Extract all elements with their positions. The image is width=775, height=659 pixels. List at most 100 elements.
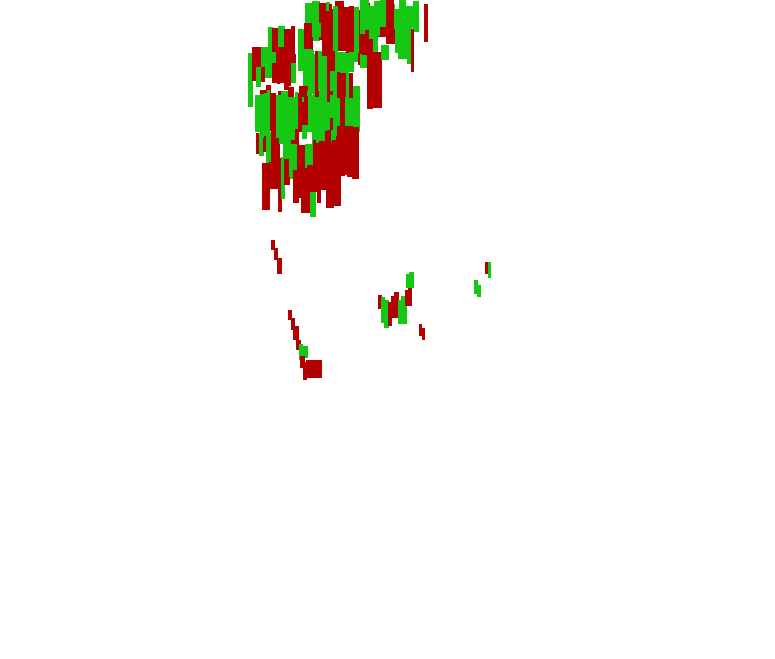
bar-segment [330,95,333,118]
bar-segment [298,29,305,71]
bar-segment [272,28,279,54]
bar-segment [313,165,317,192]
bar-segment [407,27,412,64]
bar-segment [316,98,322,121]
bar-segment [304,23,313,56]
bar-segment [299,344,303,360]
bar-segment [485,262,488,274]
bar-segment [302,346,308,358]
bar-segment [326,162,334,208]
bar-segment [319,141,326,173]
bar-segment [316,143,319,180]
bar-segment [372,52,382,108]
bar-segment [365,0,369,30]
bar-segment [272,63,277,83]
bar-segment [252,47,262,67]
bar-segment [266,132,272,175]
bar-segment [384,300,389,328]
bar-segment [270,93,276,131]
bar-segment [267,90,270,135]
bar-segment [312,1,320,41]
bar-segment [284,159,290,185]
bar-segment [280,65,285,83]
bar-segment [346,51,354,72]
bar-segment [295,92,298,129]
bar-segment [409,272,414,288]
bar-segment [277,66,280,84]
bar-segment [288,97,295,140]
bar-segment [333,164,341,206]
bar-segment [354,7,359,53]
bar-segment [340,73,346,97]
bar-segment [394,292,399,318]
bar-segment [271,240,275,250]
bar-segment [317,161,327,190]
bar-segment [255,95,261,132]
bar-segment [256,133,260,154]
bar-segment [318,51,328,91]
bar-segment [281,91,288,133]
bar-segment [360,0,365,34]
bar-segment [386,29,396,44]
bar-segment [399,0,406,33]
bar-segment [381,297,385,323]
bar-segment [477,285,481,297]
bar-segment [263,129,267,152]
bar-segment [278,26,285,67]
bar-segment [322,99,325,121]
bar-segment [278,158,282,212]
bar-segment [300,356,305,368]
bar-segment [325,102,330,130]
bar-segment [391,296,395,318]
bar-segment [413,1,419,32]
bar-segment [252,64,256,81]
bar-segment [345,93,351,137]
bar-segment [277,258,282,274]
bar-segment [293,126,299,156]
bar-segment [291,318,295,330]
bar-segment [248,53,253,107]
bar-segment [300,102,304,125]
bar-segment [311,50,314,94]
bar-segment [312,23,322,37]
bar-segment [299,86,308,103]
bar-segment [303,49,312,98]
bar-segment [332,140,339,177]
bar-segment [276,95,281,138]
bar-segment [388,302,392,326]
bar-segment [405,6,414,28]
bar-segment [381,45,389,60]
bar-segment [315,133,321,150]
bar-segment [367,45,373,109]
bar-segment [369,6,374,39]
bar-segment [296,340,301,350]
bar-segment [317,169,321,203]
bar-segment [299,168,307,198]
bar-segment [346,7,349,53]
bar-segment [261,67,265,82]
bar-segment [488,262,491,278]
bar-segment [350,86,360,132]
bar-segment [424,4,428,42]
bar-segment [386,0,394,35]
bar-segment [405,290,410,306]
bar-segment [265,65,272,78]
bar-segment [305,3,313,35]
bar-segment [305,144,313,176]
bar-segment [269,162,279,189]
bar-segment [313,54,316,111]
bar-segment [394,9,400,29]
bar-segment [259,133,264,156]
bar-segment [322,11,330,56]
bar-segment [346,70,349,98]
bar-segment [374,1,380,36]
bar-segment [411,29,414,72]
bar-segment [279,129,284,144]
bar-segment [271,128,280,175]
bar-segment [261,94,264,138]
bar-segment [398,27,408,59]
bar-segment [285,67,291,86]
bar-segment [360,46,368,68]
bar-segment [313,140,316,175]
